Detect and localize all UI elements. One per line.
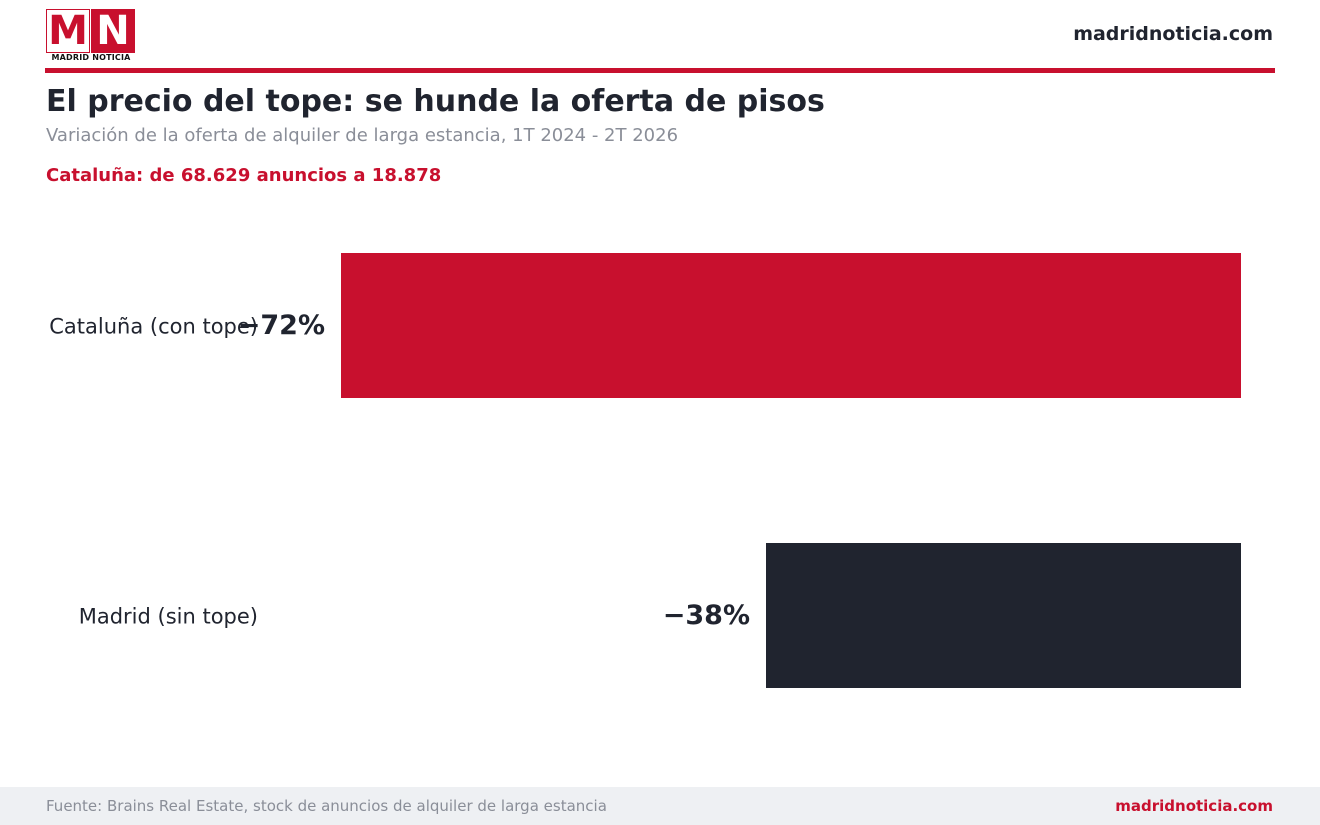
chart-title: El precio del tope: se hunde la oferta d… bbox=[46, 84, 825, 119]
bar-chart: −72%Cataluña (con tope) −38% Madrid (sin t… bbox=[49, 253, 1241, 688]
category-label-1: Madrid (sin tope) bbox=[79, 605, 258, 629]
category-label-0: Cataluña (con tope) bbox=[49, 315, 258, 339]
logo-letter-n: N bbox=[91, 9, 135, 53]
data-label-0: −72% bbox=[238, 310, 325, 341]
site-name-header: madridnoticia.com bbox=[1073, 23, 1273, 45]
chart-highlight: Cataluña: de 68.629 anuncios a 18.878 bbox=[46, 165, 442, 186]
bar-1 bbox=[766, 543, 1241, 688]
header-rule bbox=[45, 68, 1275, 73]
footer-site-link: madridnoticia.com bbox=[1115, 797, 1273, 815]
footer-source: Fuente: Brains Real Estate, stock de anu… bbox=[46, 797, 607, 815]
bar-0 bbox=[341, 253, 1241, 398]
chart-subtitle: Variación de la oferta de alquiler de la… bbox=[46, 125, 679, 146]
footer: Fuente: Brains Real Estate, stock de anu… bbox=[0, 787, 1320, 825]
madrid-noticia-logo: M N MADRID NOTICIA bbox=[46, 9, 136, 63]
data-label-1: −38% bbox=[663, 600, 750, 631]
logo-letter-m: M bbox=[46, 9, 90, 53]
logo-text: MADRID NOTICIA bbox=[51, 53, 131, 62]
